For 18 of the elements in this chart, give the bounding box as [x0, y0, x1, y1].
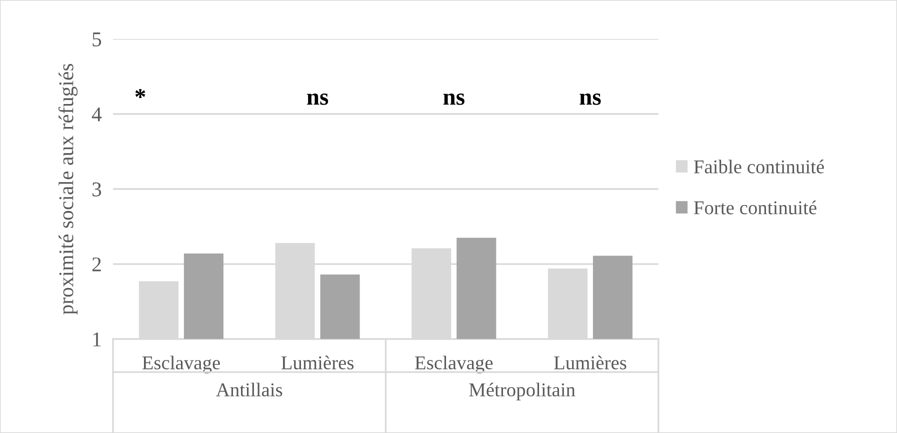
- y-tick-label: 2: [92, 257, 101, 272]
- legend-label: Forte continuité: [694, 200, 816, 214]
- y-tick-label: 5: [92, 32, 102, 46]
- x-tick-label: Esclavage: [415, 356, 493, 374]
- annotation: ns: [443, 94, 464, 105]
- x-tick-label: Lumières: [554, 356, 626, 370]
- y-tick-label: 3: [92, 182, 102, 196]
- legend-label: Faible continuité: [694, 160, 824, 174]
- x-tick-label: Esclavage: [142, 356, 220, 374]
- y-tick-label: 1: [93, 332, 101, 346]
- text: Antillais: [216, 382, 282, 396]
- x-tick-label: Lumières: [281, 356, 354, 370]
- annotation: ns: [580, 94, 601, 105]
- text: Métropolitain: [469, 382, 576, 400]
- annotation: ns: [307, 94, 328, 105]
- y-tick-label: 4: [92, 108, 102, 122]
- annotation: *: [135, 89, 146, 98]
- y-axis-title: proximité sociale aux réfugiés: [58, 64, 78, 314]
